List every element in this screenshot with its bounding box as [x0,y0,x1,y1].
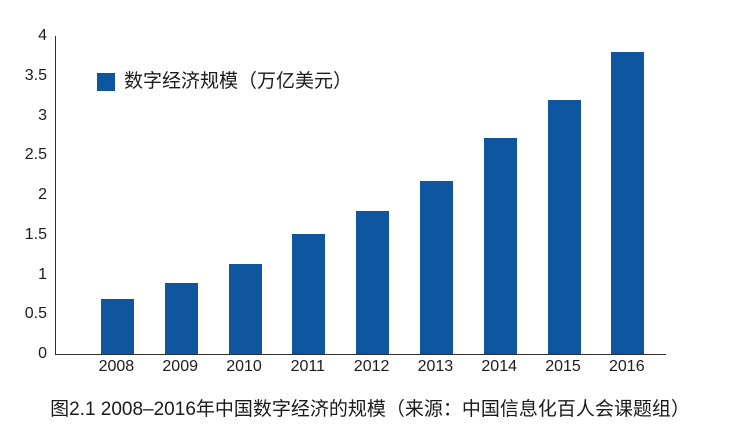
bar-2013 [419,180,453,354]
x-tick-label-2013: 2013 [417,358,454,375]
y-tick-label: 2.5 [24,146,47,164]
chart-caption: 图2.1 2008–2016年中国数字经济的规模（来源：中国信息化百人会课题组） [50,399,690,420]
x-tick-label-2014: 2014 [481,358,517,375]
bar-2009 [164,283,198,354]
y-tick-label: 0.5 [24,305,47,323]
y-tick-label: 4 [38,27,47,44]
bar-2016 [611,51,645,354]
y-axis-labels: 0 0.5 1 1.5 2 2.5 3 3.5 4 [0,28,47,362]
x-tick-label-2012: 2012 [353,358,390,375]
y-tick-label: 0 [38,345,47,362]
y-tick-label: 1.5 [24,225,47,243]
x-tick-label-2008: 2008 [98,358,135,375]
bar-2011 [292,233,326,354]
bar-2008 [100,299,134,354]
legend: 数字经济规模（万亿美元） [97,71,352,93]
x-tick-label-2016: 2016 [609,358,645,375]
bar-2010 [228,264,262,354]
y-tick-label: 2 [38,186,47,203]
x-tick-label-2015: 2015 [545,358,581,375]
x-tick-label-2009: 2009 [162,358,198,375]
bar-2014 [483,137,517,354]
bar-2015 [547,99,581,354]
plot-area: 数字经济规模（万亿美元） [55,36,666,355]
y-tick-label: 3 [38,106,47,124]
y-tick-label: 3.5 [24,66,47,84]
y-tick-label: 1 [38,265,47,283]
legend-swatch-icon [97,73,115,91]
x-tick-label-2010: 2010 [226,358,262,375]
legend-label: 数字经济规模（万亿美元） [124,71,353,92]
x-axis-labels: 2008 2009 2010 2011 2012 2013 2014 2015 2016 [55,358,665,378]
x-tick-label-2011: 2011 [290,358,325,375]
bar-2012 [356,210,390,354]
